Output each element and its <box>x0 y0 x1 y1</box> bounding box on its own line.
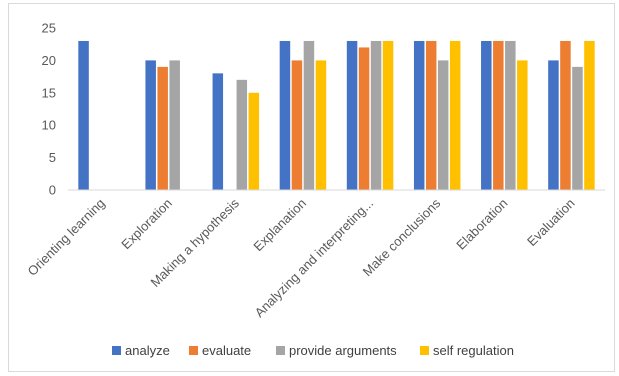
y-tick-label: 25 <box>42 21 56 36</box>
bar-provide-arguments <box>370 40 382 191</box>
legend: analyze evaluate provide arguments self reg… <box>112 343 514 358</box>
bar-analyze <box>548 60 559 191</box>
y-tick-label: 10 <box>42 118 56 133</box>
legend-label: evaluate <box>202 343 251 358</box>
x-tick-label: Evaluation <box>524 196 578 250</box>
bar-self-regulation <box>449 40 461 191</box>
y-tick-label: 5 <box>49 150 56 165</box>
bar-provide-arguments <box>437 60 449 191</box>
bar-provide-arguments <box>169 60 180 191</box>
bar-evaluate <box>560 40 571 191</box>
x-tick-label: Elaboration <box>453 196 510 253</box>
bar-self-regulation <box>248 92 260 190</box>
legend-swatch <box>276 346 285 355</box>
bar-analyze <box>346 40 358 191</box>
bar-evaluate <box>157 66 168 190</box>
x-tick-label: Analyzing and interpreting... <box>252 196 377 321</box>
bar-analyze <box>212 73 224 190</box>
y-tick-label: 15 <box>42 85 56 100</box>
legend-swatch <box>189 346 198 355</box>
bar-self-regulation <box>315 60 327 191</box>
legend-label: self regulation <box>433 343 514 358</box>
bar-provide-arguments <box>505 40 516 191</box>
legend-label: provide arguments <box>289 343 397 358</box>
bar-provide-arguments <box>236 79 248 190</box>
bar-analyze <box>78 40 89 191</box>
bar-evaluate <box>291 60 303 191</box>
legend-label: analyze <box>125 343 170 358</box>
y-tick-label: 20 <box>42 53 56 68</box>
bar-evaluate <box>358 47 370 190</box>
bar-analyze <box>481 40 492 191</box>
bar-provide-arguments <box>572 66 583 190</box>
x-tick-label: Exploration <box>118 196 175 253</box>
bar-analyze <box>413 40 425 191</box>
bar-analyze <box>279 40 291 191</box>
legend-swatch <box>112 346 121 355</box>
plot-area <box>78 40 595 191</box>
bar-evaluate <box>425 40 437 191</box>
bar-analyze <box>145 60 156 191</box>
y-tick-label: 0 <box>49 183 56 198</box>
x-tick-label: Orienting learning <box>25 196 108 279</box>
bar-self-regulation <box>517 60 528 191</box>
legend-swatch <box>420 346 429 355</box>
x-tick-label: Explanation <box>250 196 309 255</box>
bar-evaluate <box>493 40 504 191</box>
bar-self-regulation <box>382 40 394 191</box>
bar-self-regulation <box>584 40 595 191</box>
bar-provide-arguments <box>303 40 315 191</box>
y-axis: 0 5 10 15 20 25 <box>42 21 56 198</box>
